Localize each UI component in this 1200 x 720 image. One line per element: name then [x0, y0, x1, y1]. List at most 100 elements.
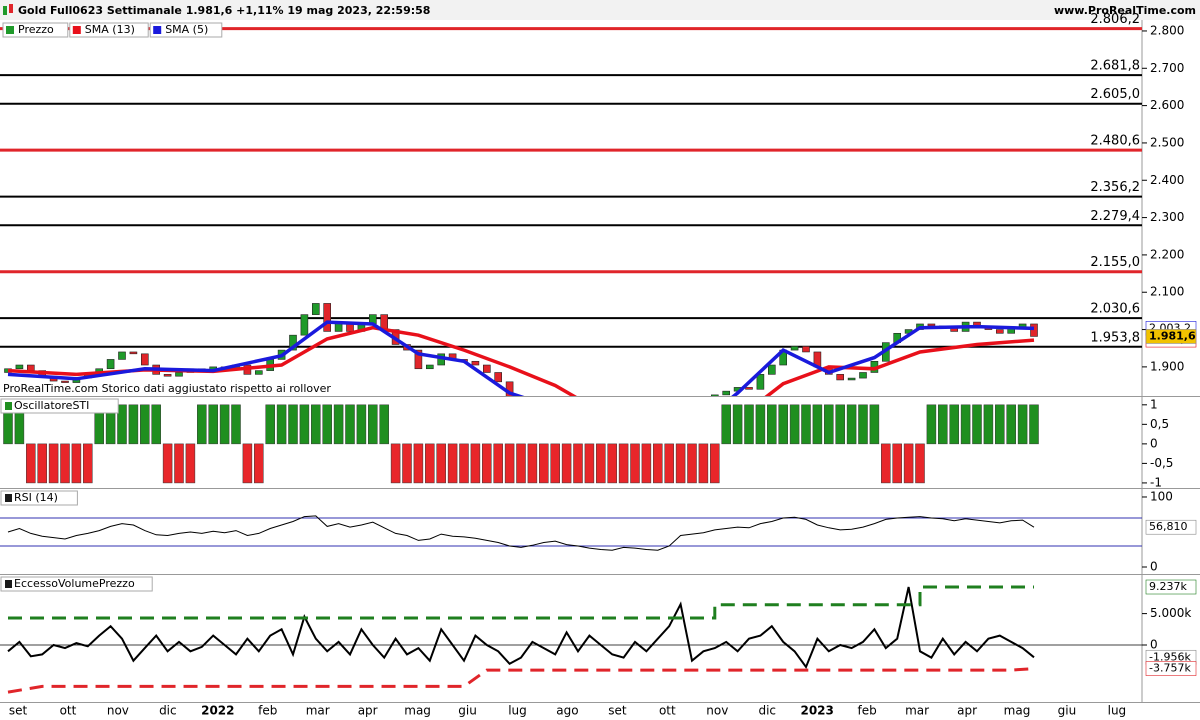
x-tick-label: feb	[858, 704, 877, 718]
oscillator-bar	[117, 404, 127, 445]
oscillator-bar	[197, 404, 207, 445]
candle	[710, 394, 719, 396]
level-label: 2.356,2	[1090, 180, 1140, 195]
oscillator-bar	[174, 443, 184, 484]
legend-label: SMA (13)	[85, 23, 135, 36]
panel-title-icon	[5, 402, 12, 410]
oscillator-bar	[390, 443, 401, 484]
oscillator-bar	[995, 404, 1005, 445]
oscillator-bar	[26, 443, 36, 484]
oscillator-bar	[755, 404, 766, 445]
x-tick-label: giu	[1058, 704, 1077, 718]
oscillator-bar	[892, 443, 902, 484]
y-tick-label: 2.700	[1150, 61, 1184, 75]
panel-title-icon	[5, 494, 12, 502]
oscillator-bar	[333, 404, 344, 445]
candle	[722, 390, 731, 396]
candle	[141, 353, 149, 366]
panel-title-box	[0, 490, 78, 506]
y-tick-label: 2.400	[1150, 173, 1184, 187]
oscillator-bar	[630, 443, 640, 484]
last-value-label: -1.956k	[1149, 650, 1191, 663]
level-label: 2.681,8	[1090, 59, 1140, 74]
y-tick-label: 100	[1150, 489, 1173, 503]
oscillator-bar	[949, 404, 959, 445]
last-value-label: 1.981,6	[1149, 329, 1196, 342]
candle	[689, 408, 696, 412]
oscillator-bar	[162, 443, 173, 484]
oscillator-bar	[37, 443, 47, 484]
oscillator-bar	[573, 443, 583, 484]
candle	[790, 346, 799, 351]
legend-swatch	[153, 26, 162, 34]
candle	[859, 372, 867, 379]
oscillator-bar	[470, 443, 481, 484]
oscillator-bar	[288, 404, 298, 445]
x-tick-label: ago	[556, 704, 578, 718]
last-value-marker: -3.757k	[1145, 661, 1197, 676]
y-tick-label: 0	[1150, 559, 1158, 573]
oscillator-bar	[83, 443, 93, 484]
oscillator-bar	[504, 443, 515, 484]
oscillator-bar	[926, 404, 937, 445]
candle	[927, 323, 936, 327]
candle	[380, 314, 389, 330]
oscillator-bar	[254, 443, 264, 484]
oscillator-bar	[550, 443, 560, 484]
oscillator-bar	[767, 404, 777, 445]
oscillator-bar	[675, 443, 686, 484]
candle	[175, 372, 183, 377]
y-tick-label: 2.300	[1150, 210, 1184, 224]
oscillator-bar	[687, 443, 697, 484]
oscillator-bar	[345, 404, 355, 445]
legend-label: SMA (5)	[165, 23, 208, 36]
candle	[311, 303, 320, 315]
candle	[552, 397, 559, 401]
oscillator-bar	[789, 404, 800, 445]
y-tick-label: -1	[1150, 475, 1162, 489]
last-value-box	[1145, 579, 1197, 595]
oscillator-bar	[596, 443, 606, 484]
candle	[471, 360, 480, 366]
series-line	[7, 325, 1035, 396]
x-tick-label: nov	[706, 704, 728, 718]
oscillator-bar	[846, 404, 857, 445]
watermark: ProRealTime.com Storico dati aggiustato …	[3, 382, 331, 395]
level-label: 1.953,8	[1090, 330, 1140, 345]
legend-label: Prezzo	[18, 23, 54, 36]
x-tick-label: set	[608, 704, 627, 718]
y-tick-label: 0	[1150, 637, 1158, 651]
level-label: 2.480,6	[1090, 134, 1140, 149]
site-link[interactable]: www.ProRealTime.com	[1054, 4, 1196, 17]
oscillator-bar	[413, 443, 424, 484]
level-label: 2.030,6	[1090, 302, 1140, 317]
last-value-marker: 56,810	[1145, 519, 1197, 535]
legend-box	[69, 22, 149, 38]
panel-title: OscillatoreSTI	[14, 399, 89, 412]
series-line	[8, 585, 1034, 620]
candle	[677, 412, 684, 446]
y-tick-label: 0	[1150, 436, 1158, 450]
x-tick-label: mar	[306, 704, 330, 718]
oscillator-bar	[561, 443, 572, 484]
last-value-label: 56,810	[1149, 520, 1188, 533]
app-icon	[9, 4, 13, 13]
oscillator-bar	[858, 404, 868, 445]
title-bar	[0, 0, 1200, 20]
oscillator-bar	[356, 404, 367, 445]
y-tick-label: 2.200	[1150, 247, 1184, 261]
oscillator-bar	[778, 404, 788, 445]
oscillator-bar	[801, 404, 811, 445]
candle	[563, 397, 570, 412]
x-tick-label: lug	[1108, 704, 1127, 718]
oscillator-bar	[618, 443, 629, 484]
oscillator-bar	[812, 404, 823, 445]
oscillator-bar	[447, 443, 458, 484]
candle	[482, 364, 491, 373]
candle	[106, 359, 115, 370]
last-value-label: -3.757k	[1149, 662, 1191, 675]
x-tick-label: lug	[508, 704, 527, 718]
oscillator-bar	[299, 404, 310, 445]
oscillator-bar	[1029, 404, 1039, 445]
oscillator-bar	[653, 443, 663, 484]
